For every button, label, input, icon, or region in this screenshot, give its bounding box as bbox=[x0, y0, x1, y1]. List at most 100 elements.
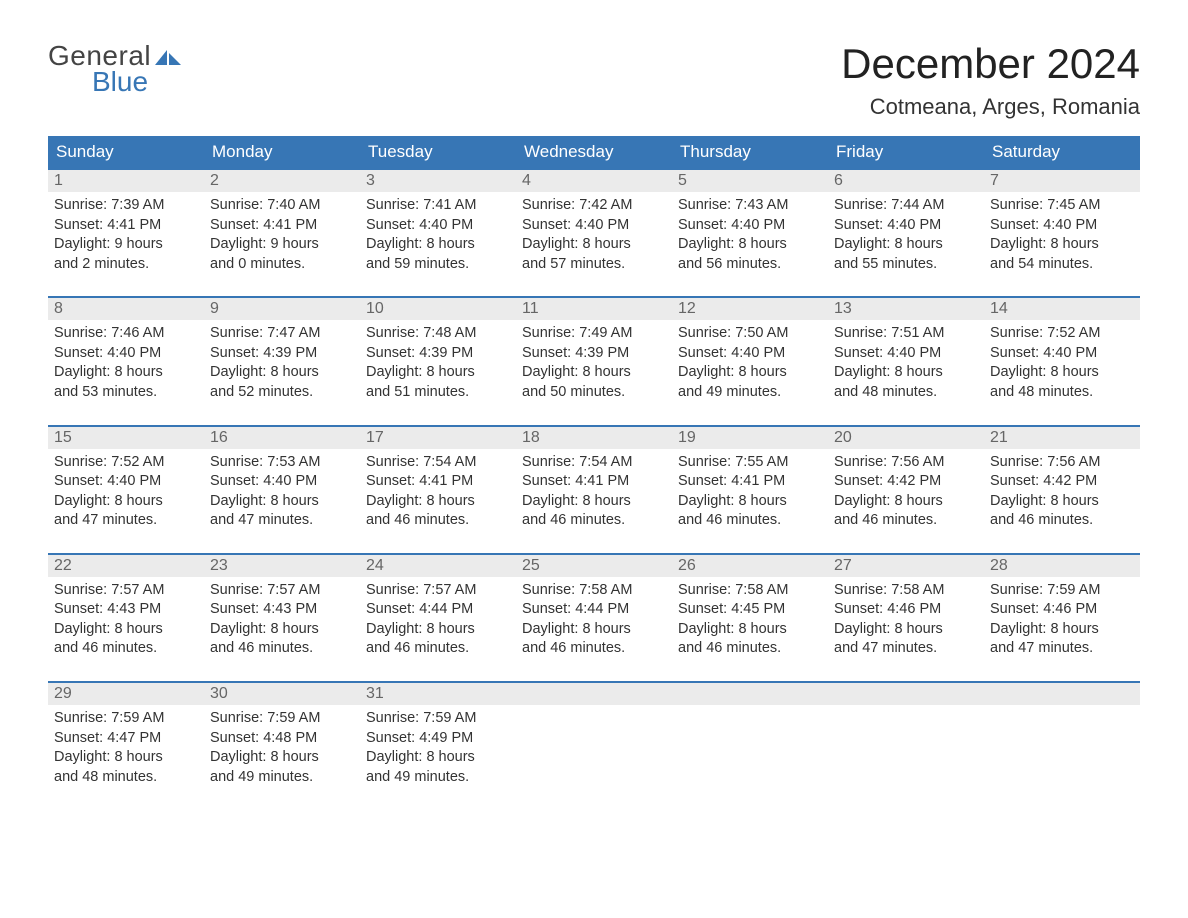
daylight-line-1: Daylight: 8 hours bbox=[366, 748, 508, 768]
logo-blue-text: Blue bbox=[92, 66, 181, 98]
day-cell: Sunrise: 7:59 AMSunset: 4:47 PMDaylight:… bbox=[48, 705, 204, 791]
day-cell: Sunrise: 7:56 AMSunset: 4:42 PMDaylight:… bbox=[828, 449, 984, 535]
daylight-line-1: Daylight: 9 hours bbox=[210, 235, 352, 255]
sunrise-line: Sunrise: 7:59 AM bbox=[990, 581, 1132, 601]
day-number: 22 bbox=[48, 555, 204, 577]
day-number: 19 bbox=[672, 427, 828, 449]
day-number bbox=[516, 683, 672, 705]
day-cell: Sunrise: 7:53 AMSunset: 4:40 PMDaylight:… bbox=[204, 449, 360, 535]
sunset-line: Sunset: 4:43 PM bbox=[54, 600, 196, 620]
day-number: 31 bbox=[360, 683, 516, 705]
day-cell: Sunrise: 7:50 AMSunset: 4:40 PMDaylight:… bbox=[672, 320, 828, 406]
sunset-line: Sunset: 4:39 PM bbox=[210, 344, 352, 364]
day-cell: Sunrise: 7:40 AMSunset: 4:41 PMDaylight:… bbox=[204, 192, 360, 278]
daylight-line-2: and 49 minutes. bbox=[678, 383, 820, 403]
daylight-line-2: and 46 minutes. bbox=[366, 511, 508, 531]
sunrise-line: Sunrise: 7:55 AM bbox=[678, 453, 820, 473]
day-number: 23 bbox=[204, 555, 360, 577]
day-number: 7 bbox=[984, 170, 1140, 192]
day-cell: Sunrise: 7:57 AMSunset: 4:44 PMDaylight:… bbox=[360, 577, 516, 663]
daylight-line-2: and 46 minutes. bbox=[210, 639, 352, 659]
sunset-line: Sunset: 4:40 PM bbox=[210, 472, 352, 492]
sunrise-line: Sunrise: 7:59 AM bbox=[366, 709, 508, 729]
day-number: 28 bbox=[984, 555, 1140, 577]
day-number: 6 bbox=[828, 170, 984, 192]
sunset-line: Sunset: 4:40 PM bbox=[54, 472, 196, 492]
sunrise-line: Sunrise: 7:41 AM bbox=[366, 196, 508, 216]
sunrise-line: Sunrise: 7:58 AM bbox=[834, 581, 976, 601]
daylight-line-1: Daylight: 8 hours bbox=[366, 492, 508, 512]
sunrise-line: Sunrise: 7:56 AM bbox=[990, 453, 1132, 473]
daylight-line-1: Daylight: 8 hours bbox=[522, 363, 664, 383]
sunrise-line: Sunrise: 7:57 AM bbox=[54, 581, 196, 601]
day-cell: Sunrise: 7:41 AMSunset: 4:40 PMDaylight:… bbox=[360, 192, 516, 278]
sunrise-line: Sunrise: 7:58 AM bbox=[678, 581, 820, 601]
daylight-line-1: Daylight: 8 hours bbox=[990, 363, 1132, 383]
daylight-line-2: and 50 minutes. bbox=[522, 383, 664, 403]
day-cell: Sunrise: 7:57 AMSunset: 4:43 PMDaylight:… bbox=[48, 577, 204, 663]
daylight-line-2: and 46 minutes. bbox=[678, 511, 820, 531]
sunrise-line: Sunrise: 7:56 AM bbox=[834, 453, 976, 473]
daylight-line-2: and 46 minutes. bbox=[522, 511, 664, 531]
daylight-line-2: and 47 minutes. bbox=[54, 511, 196, 531]
day-cell: Sunrise: 7:49 AMSunset: 4:39 PMDaylight:… bbox=[516, 320, 672, 406]
day-number: 10 bbox=[360, 298, 516, 320]
daylight-line-1: Daylight: 8 hours bbox=[522, 492, 664, 512]
day-number: 26 bbox=[672, 555, 828, 577]
day-cell: Sunrise: 7:43 AMSunset: 4:40 PMDaylight:… bbox=[672, 192, 828, 278]
day-cell: Sunrise: 7:58 AMSunset: 4:45 PMDaylight:… bbox=[672, 577, 828, 663]
week-row: 22232425262728Sunrise: 7:57 AMSunset: 4:… bbox=[48, 553, 1140, 663]
sunset-line: Sunset: 4:41 PM bbox=[678, 472, 820, 492]
daylight-line-1: Daylight: 8 hours bbox=[366, 235, 508, 255]
week-row: 293031Sunrise: 7:59 AMSunset: 4:47 PMDay… bbox=[48, 681, 1140, 791]
day-number-row: 293031 bbox=[48, 683, 1140, 705]
day-number bbox=[828, 683, 984, 705]
sunset-line: Sunset: 4:41 PM bbox=[522, 472, 664, 492]
sunset-line: Sunset: 4:40 PM bbox=[678, 216, 820, 236]
day-cell: Sunrise: 7:58 AMSunset: 4:44 PMDaylight:… bbox=[516, 577, 672, 663]
daylight-line-1: Daylight: 8 hours bbox=[210, 620, 352, 640]
week-row: 15161718192021Sunrise: 7:52 AMSunset: 4:… bbox=[48, 425, 1140, 535]
day-number-row: 891011121314 bbox=[48, 298, 1140, 320]
daylight-line-1: Daylight: 8 hours bbox=[54, 492, 196, 512]
day-number bbox=[984, 683, 1140, 705]
day-cell: Sunrise: 7:59 AMSunset: 4:49 PMDaylight:… bbox=[360, 705, 516, 791]
header: General Blue December 2024 Cotmeana, Arg… bbox=[48, 40, 1140, 120]
daylight-line-2: and 49 minutes. bbox=[210, 768, 352, 788]
day-number: 25 bbox=[516, 555, 672, 577]
day-header: Monday bbox=[204, 136, 360, 168]
daylight-line-2: and 0 minutes. bbox=[210, 255, 352, 275]
sunset-line: Sunset: 4:44 PM bbox=[366, 600, 508, 620]
day-cell: Sunrise: 7:48 AMSunset: 4:39 PMDaylight:… bbox=[360, 320, 516, 406]
sunrise-line: Sunrise: 7:50 AM bbox=[678, 324, 820, 344]
daylight-line-1: Daylight: 8 hours bbox=[210, 492, 352, 512]
day-header: Thursday bbox=[672, 136, 828, 168]
day-cell: Sunrise: 7:55 AMSunset: 4:41 PMDaylight:… bbox=[672, 449, 828, 535]
day-header: Saturday bbox=[984, 136, 1140, 168]
calendar: SundayMondayTuesdayWednesdayThursdayFrid… bbox=[48, 136, 1140, 791]
daylight-line-1: Daylight: 8 hours bbox=[678, 492, 820, 512]
daylight-line-2: and 47 minutes. bbox=[990, 639, 1132, 659]
sunset-line: Sunset: 4:40 PM bbox=[990, 344, 1132, 364]
day-number: 15 bbox=[48, 427, 204, 449]
sunset-line: Sunset: 4:42 PM bbox=[834, 472, 976, 492]
sunset-line: Sunset: 4:40 PM bbox=[678, 344, 820, 364]
daylight-line-1: Daylight: 8 hours bbox=[366, 620, 508, 640]
title-block: December 2024 Cotmeana, Arges, Romania bbox=[841, 40, 1140, 120]
sunset-line: Sunset: 4:40 PM bbox=[366, 216, 508, 236]
day-number: 29 bbox=[48, 683, 204, 705]
sunrise-line: Sunrise: 7:47 AM bbox=[210, 324, 352, 344]
day-number: 3 bbox=[360, 170, 516, 192]
daylight-line-2: and 48 minutes. bbox=[54, 768, 196, 788]
sunset-line: Sunset: 4:47 PM bbox=[54, 729, 196, 749]
day-number-row: 22232425262728 bbox=[48, 555, 1140, 577]
daylight-line-2: and 54 minutes. bbox=[990, 255, 1132, 275]
sunset-line: Sunset: 4:49 PM bbox=[366, 729, 508, 749]
sunrise-line: Sunrise: 7:48 AM bbox=[366, 324, 508, 344]
day-cell bbox=[828, 705, 984, 791]
day-cell: Sunrise: 7:59 AMSunset: 4:46 PMDaylight:… bbox=[984, 577, 1140, 663]
sunset-line: Sunset: 4:42 PM bbox=[990, 472, 1132, 492]
day-number: 18 bbox=[516, 427, 672, 449]
day-number-row: 15161718192021 bbox=[48, 427, 1140, 449]
day-header-row: SundayMondayTuesdayWednesdayThursdayFrid… bbox=[48, 136, 1140, 168]
